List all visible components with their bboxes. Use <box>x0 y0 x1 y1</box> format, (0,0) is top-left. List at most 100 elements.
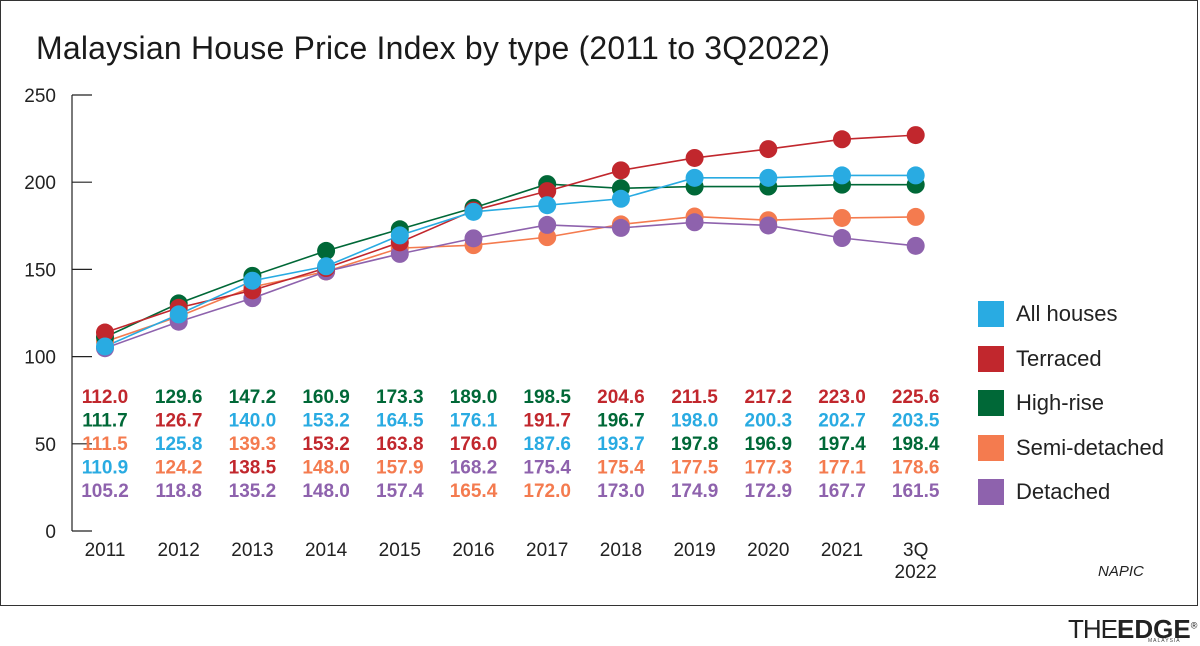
data-label: 198.0 <box>671 411 719 432</box>
data-label: 161.5 <box>892 481 940 502</box>
legend-label-all-houses: All houses <box>1016 301 1118 327</box>
data-label: 223.0 <box>818 387 866 408</box>
brand-logo: THEEDGE® <box>1068 614 1197 645</box>
data-label: 167.7 <box>818 481 866 502</box>
data-label: 160.9 <box>302 387 350 408</box>
data-label: 177.3 <box>745 458 793 479</box>
data-label: 138.5 <box>229 458 277 479</box>
brand-logo-sub: MALAYSIA <box>1148 638 1181 644</box>
data-label: 129.6 <box>155 387 203 408</box>
data-label: 197.4 <box>818 434 866 455</box>
x-tick-label: 2021 <box>821 540 863 561</box>
data-label: 176.1 <box>450 411 498 432</box>
data-label: 111.5 <box>82 434 128 455</box>
data-label: 157.4 <box>376 481 424 502</box>
data-label: 203.5 <box>892 411 940 432</box>
data-point-all-houses <box>685 168 704 187</box>
data-label: 198.5 <box>523 387 571 408</box>
legend-swatch-semi-detached <box>978 434 1004 461</box>
data-point-terraced <box>611 161 630 180</box>
y-tick-label: 50 <box>35 435 56 456</box>
data-point-all-houses <box>390 226 409 245</box>
chart-plot: 0 50 100 150 200 250 2011 2012 2013 2014 2015 2016 2… <box>24 86 940 583</box>
data-label: 178.6 <box>892 458 940 479</box>
data-point-terraced <box>759 140 778 159</box>
data-label: 193.7 <box>597 434 645 455</box>
data-point-semi-detached <box>833 208 851 227</box>
data-label: 175.4 <box>597 458 645 479</box>
x-tick-label: 2020 <box>747 540 789 561</box>
data-label: 196.7 <box>597 411 645 432</box>
data-label: 191.7 <box>523 411 571 432</box>
data-point-all-houses <box>611 189 630 208</box>
data-label: 173.3 <box>376 387 424 408</box>
data-point-all-houses <box>759 168 778 187</box>
data-label: 124.2 <box>155 458 203 479</box>
data-label: 105.2 <box>81 481 129 502</box>
legend-swatch-all-houses <box>978 301 1004 328</box>
chart-frame <box>0 0 1198 606</box>
data-label: 157.9 <box>376 458 424 479</box>
data-point-detached <box>611 218 630 237</box>
data-point-detached <box>833 229 851 248</box>
legend-label-terraced: Terraced <box>1016 345 1102 371</box>
data-label: 140.0 <box>229 411 277 432</box>
y-tick-label: 0 <box>45 522 56 543</box>
data-point-all-houses <box>317 257 336 276</box>
data-point-all-houses <box>833 166 851 185</box>
data-label: 177.1 <box>818 458 866 479</box>
x-tick-label: 2014 <box>305 540 348 561</box>
series-line-detached <box>104 221 916 349</box>
brand-logo-part2: EDGE <box>1117 614 1191 644</box>
data-label: 148.0 <box>302 481 350 502</box>
series-line-high-rise <box>104 183 916 338</box>
data-point-all-houses <box>169 305 188 324</box>
y-tick-label: 200 <box>24 173 56 194</box>
data-label: 202.7 <box>818 411 866 432</box>
data-label: 139.3 <box>229 434 277 455</box>
data-point-all-houses <box>96 337 114 356</box>
data-label: 118.8 <box>155 481 202 502</box>
data-label: 126.7 <box>155 411 203 432</box>
data-label: 172.9 <box>745 481 793 502</box>
data-point-detached <box>538 215 557 234</box>
data-point-terraced <box>833 130 851 149</box>
data-point-all-houses <box>906 166 925 185</box>
data-label: 111.7 <box>82 411 127 432</box>
x-tick-label: 2015 <box>379 540 421 561</box>
data-label: 168.2 <box>450 458 498 479</box>
data-label: 177.5 <box>671 458 719 479</box>
data-label: 163.8 <box>376 434 424 455</box>
data-label: 172.0 <box>523 481 571 502</box>
data-point-high-rise <box>317 241 336 260</box>
brand-logo-part1: THE <box>1068 614 1118 644</box>
legend-swatch-detached <box>978 479 1004 506</box>
data-label: 153.2 <box>302 434 350 455</box>
data-point-detached <box>906 236 925 255</box>
data-label: 196.9 <box>745 434 793 455</box>
x-tick-label: 2017 <box>526 540 568 561</box>
chart-legend: All houses Terraced High-rise Semi-detac… <box>978 292 1164 515</box>
data-point-all-houses <box>243 271 262 290</box>
data-label: 165.4 <box>450 481 498 502</box>
data-point-detached <box>759 216 778 235</box>
data-label: 153.2 <box>302 411 350 432</box>
x-tick-label: 2018 <box>600 540 642 561</box>
legend-swatch-high-rise <box>978 390 1004 417</box>
chart-title: Malaysian House Price Index by type (201… <box>36 30 831 66</box>
data-label: 173.0 <box>597 481 645 502</box>
legend-label-high-rise: High-rise <box>1016 390 1105 416</box>
data-point-semi-detached <box>906 207 925 226</box>
data-point-all-houses <box>538 196 557 215</box>
data-label: 112.0 <box>82 387 129 408</box>
legend-label-detached: Detached <box>1016 479 1111 505</box>
data-label: 187.6 <box>523 434 571 455</box>
x-tick-label: 2011 <box>85 540 126 561</box>
x-tick-label: 2016 <box>452 540 494 561</box>
legend-swatch-terraced <box>978 345 1004 372</box>
data-point-all-houses <box>464 202 483 221</box>
data-label: 110.9 <box>82 458 129 479</box>
data-point-terraced <box>685 148 704 167</box>
data-point-terraced <box>906 126 925 145</box>
x-tick-label: 2012 <box>158 540 200 561</box>
